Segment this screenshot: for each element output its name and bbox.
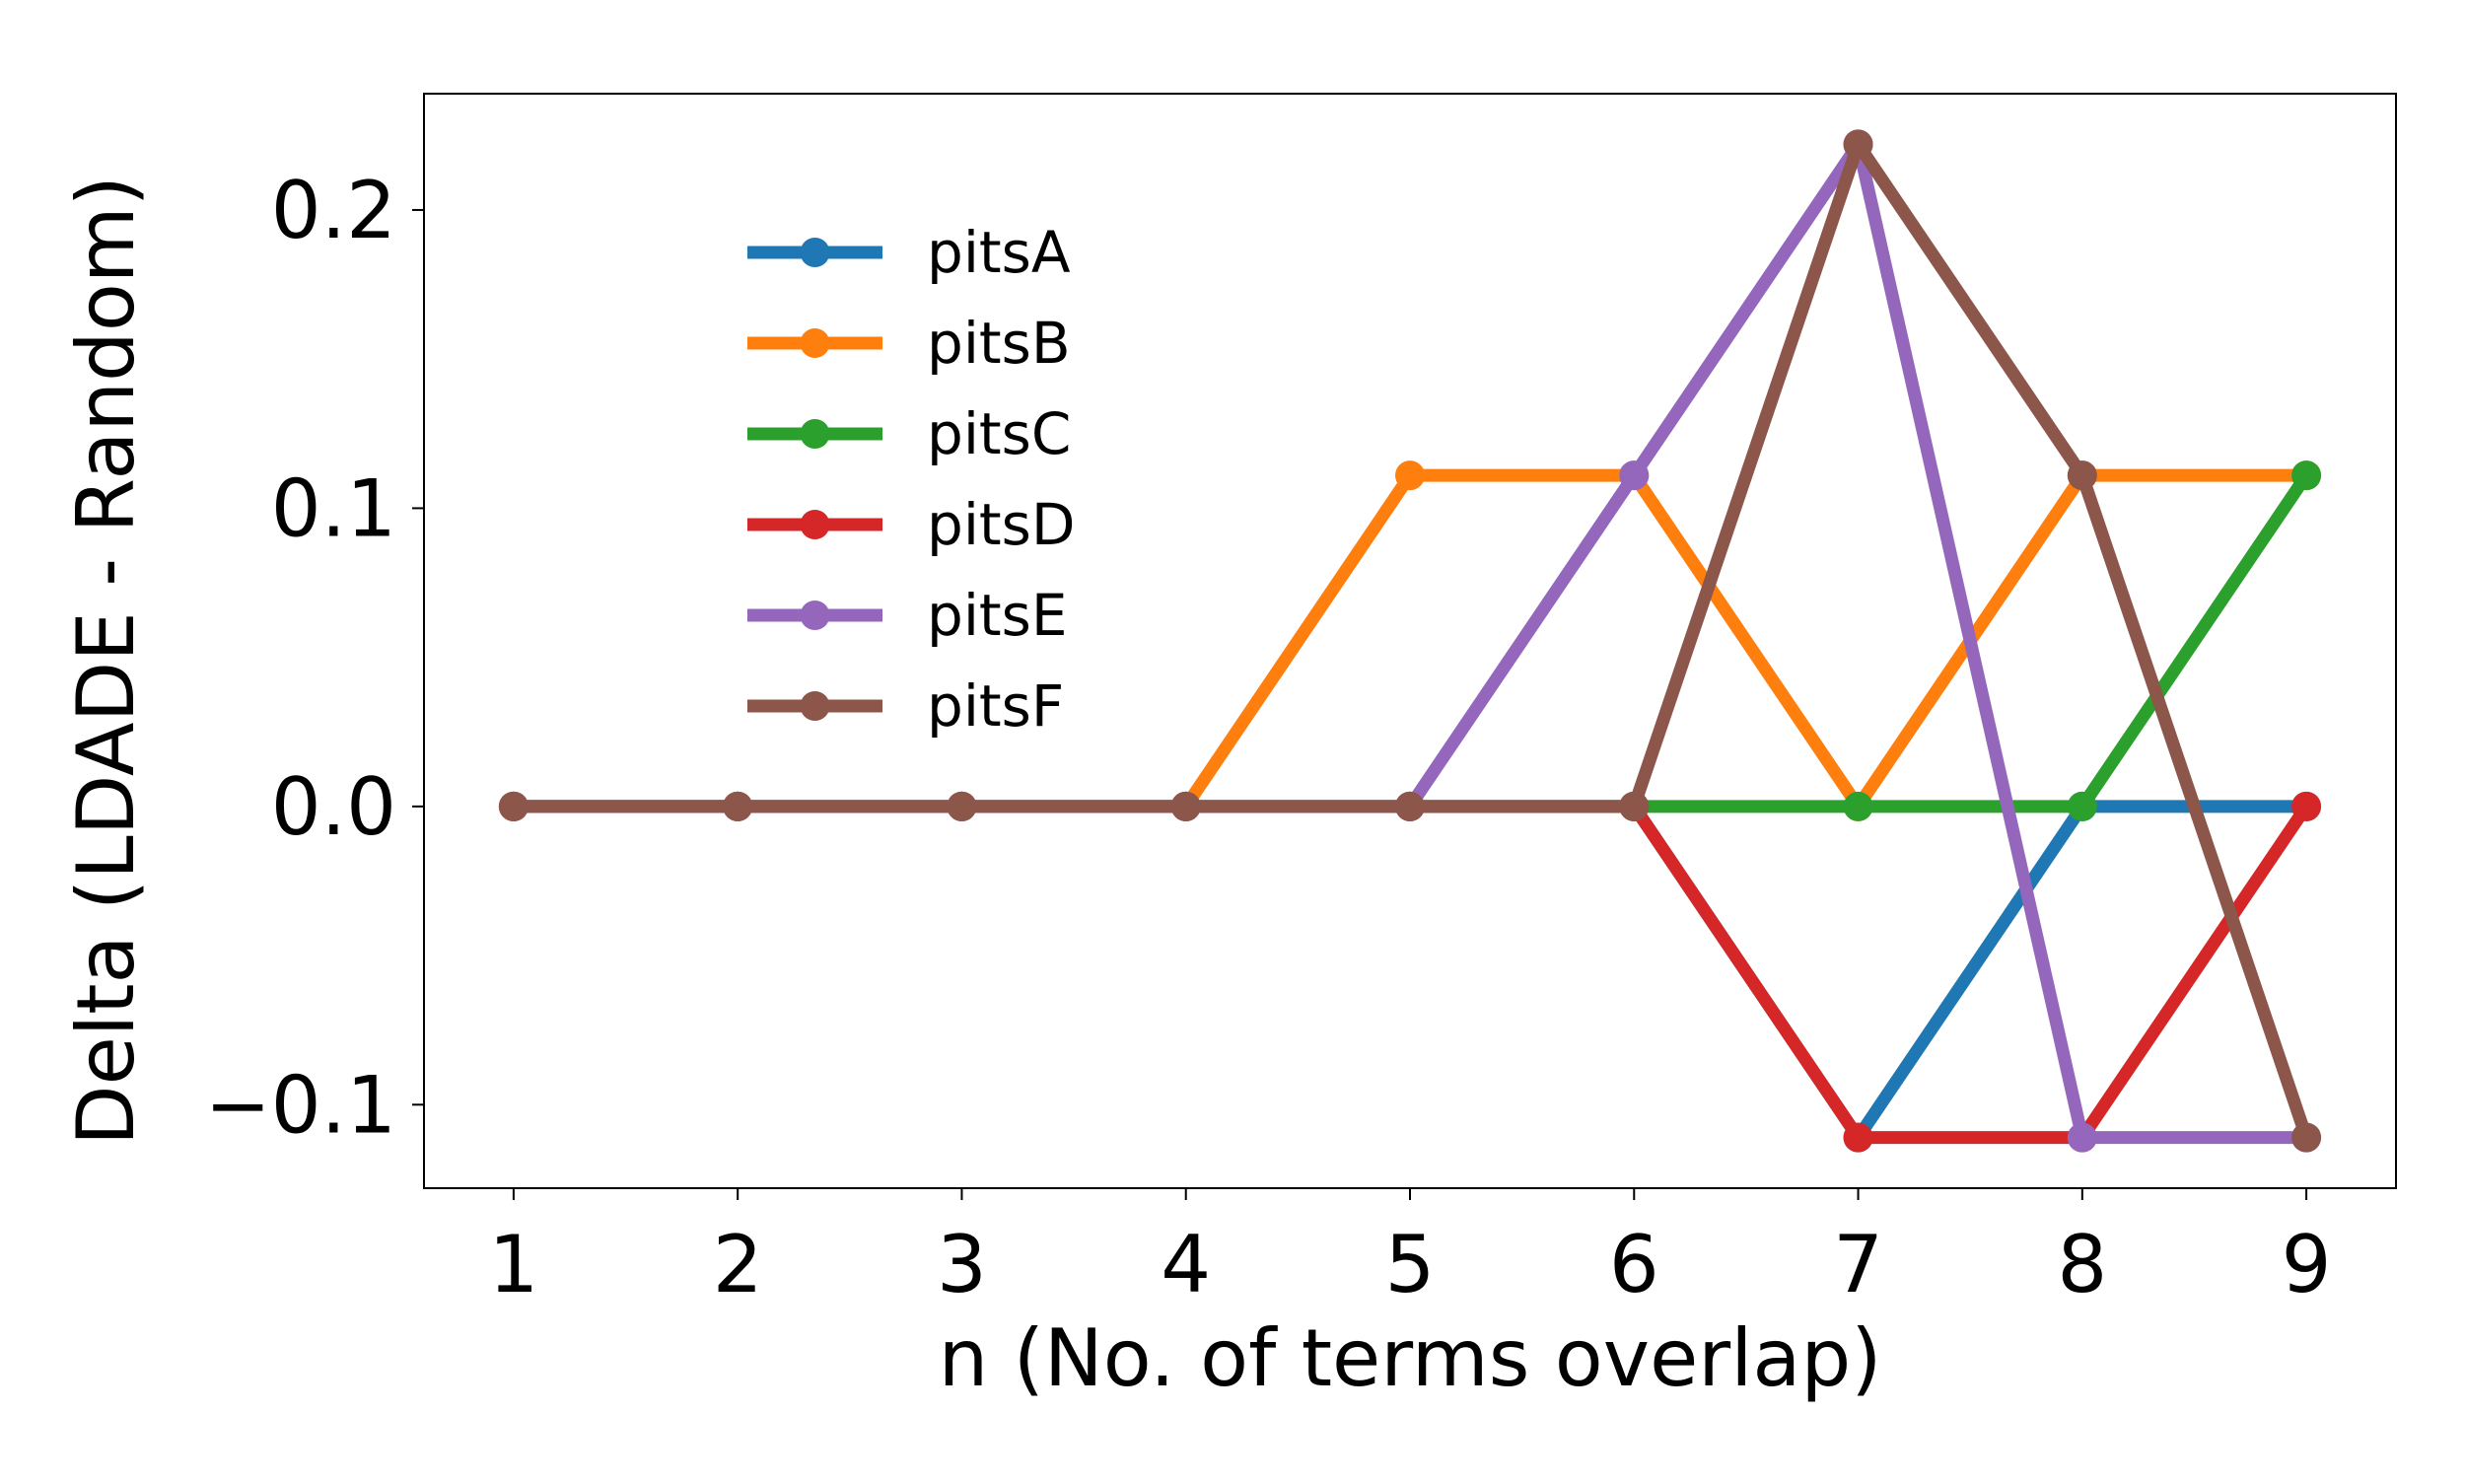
y-tick-label: −0.1: [205, 1059, 396, 1151]
legend-item: pitsB: [747, 310, 1071, 377]
series-line-pitsA: [507, 800, 2313, 1145]
y-tick-label: 0.0: [271, 761, 396, 853]
legend-item: pitsA: [747, 219, 1071, 286]
data-point-pitsF: [1619, 791, 1650, 821]
legend-label: pitsF: [927, 672, 1064, 740]
x-axis: 1 2 3 4 5 6 7 8 9: [488, 1188, 2332, 1310]
y-tick-label: 0.1: [271, 462, 396, 554]
data-point-pitsF: [2291, 1122, 2322, 1153]
data-point-pitsC: [1843, 791, 1873, 821]
data-point-pitsC: [2067, 791, 2097, 821]
legend: pitsA pitsB pitsC pitsD pitsE pitsF: [747, 219, 1076, 740]
data-point-pitsF: [1395, 791, 1425, 821]
legend-swatch-marker: [800, 510, 830, 539]
data-point-pitsF: [947, 791, 977, 821]
data-point-pitsF: [1170, 791, 1201, 821]
x-tick-label: 3: [937, 1219, 987, 1310]
x-tick-label: 6: [1609, 1219, 1659, 1310]
x-tick-label: 5: [1385, 1219, 1436, 1310]
legend-item: pitsE: [747, 582, 1068, 649]
series-line-pitsD: [507, 800, 2313, 1145]
series-pitsB: [498, 460, 2322, 821]
legend-swatch-marker: [800, 419, 830, 449]
series-line-pitsF: [507, 137, 2313, 1145]
series-layer: [498, 129, 2322, 1153]
legend-item: pitsF: [747, 672, 1064, 740]
data-point-pitsF: [498, 791, 528, 821]
y-axis: −0.1 0.0 0.1 0.2: [205, 165, 424, 1151]
data-point-pitsD: [2291, 791, 2322, 821]
series-pitsF: [498, 129, 2322, 1153]
legend-item: pitsC: [747, 400, 1071, 467]
data-point-pitsE: [2067, 1122, 2097, 1153]
legend-label: pitsE: [927, 582, 1068, 649]
legend-swatch-marker: [800, 238, 830, 267]
data-point-pitsD: [1843, 1122, 1873, 1153]
series-pitsE: [498, 129, 2322, 1153]
legend-swatch-marker: [800, 691, 830, 721]
legend-swatch-marker: [800, 601, 830, 630]
legend-label: pitsA: [927, 219, 1071, 286]
data-point-pitsF: [2067, 460, 2097, 491]
y-tick-label: 0.2: [271, 165, 396, 256]
x-axis-title: n (No. of terms overlap): [939, 1312, 1882, 1404]
data-point-pitsE: [1619, 460, 1650, 491]
legend-swatch-marker: [800, 328, 830, 358]
x-tick-label: 8: [2057, 1219, 2107, 1310]
series-line-pitsE: [507, 137, 2313, 1145]
legend-label: pitsB: [927, 310, 1071, 377]
data-point-pitsF: [723, 791, 753, 821]
data-point-pitsC: [2291, 460, 2322, 491]
x-tick-label: 4: [1161, 1219, 1211, 1310]
x-tick-label: 9: [2282, 1219, 2332, 1310]
legend-label: pitsD: [927, 491, 1076, 558]
y-axis-title: Delta (LDADE - Random): [60, 176, 152, 1146]
x-tick-label: 2: [713, 1219, 763, 1310]
series-pitsC: [498, 460, 2322, 821]
x-tick-label: 1: [488, 1219, 538, 1310]
x-tick-label: 7: [1833, 1219, 1883, 1310]
plot-area-frame: [423, 93, 2397, 1189]
data-point-pitsB: [1395, 460, 1425, 491]
legend-label: pitsC: [927, 400, 1071, 467]
legend-item: pitsD: [747, 491, 1076, 558]
data-point-pitsF: [1843, 129, 1873, 160]
